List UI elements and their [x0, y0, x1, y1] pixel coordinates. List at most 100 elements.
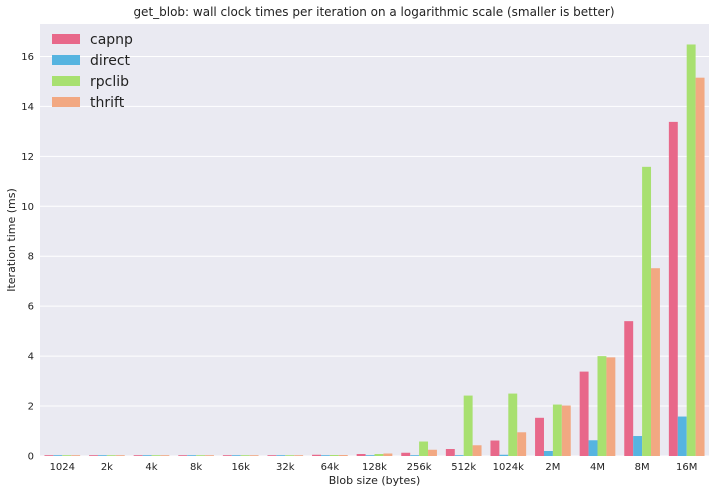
x-tick-label: 4k	[145, 462, 157, 473]
legend-label-thrift: thrift	[90, 95, 125, 111]
bar-thrift	[561, 405, 571, 456]
bar-capnp	[312, 454, 321, 456]
bar-rpclib	[196, 455, 206, 456]
bar-thrift	[383, 453, 393, 456]
x-tick-label: 16M	[676, 462, 697, 473]
bar-rpclib	[62, 455, 72, 456]
bars	[44, 44, 705, 457]
bar-thrift	[606, 357, 616, 456]
bar-capnp	[579, 371, 589, 456]
bar-rpclib	[686, 44, 696, 457]
y-tick-label: 12	[21, 152, 34, 163]
y-tick-label: 2	[28, 402, 34, 413]
bar-capnp	[356, 454, 366, 456]
bar-capnp	[624, 321, 634, 456]
bar-capnp	[44, 455, 54, 456]
legend: capnp direct rpclib thrift	[52, 32, 133, 111]
bar-thrift	[695, 77, 705, 456]
x-tick-label: 1024k	[493, 462, 524, 473]
legend-label-capnp: capnp	[90, 32, 133, 48]
bar-thrift	[338, 455, 348, 456]
bar-thrift	[71, 455, 81, 456]
bar-thrift	[428, 449, 437, 456]
x-tick-label: 128k	[362, 462, 387, 473]
bar-rpclib	[329, 455, 339, 456]
bar-thrift	[294, 455, 304, 456]
y-tick-labels: 0 2 4 6 8 10 12 14 16	[21, 52, 34, 463]
bar-capnp	[535, 417, 544, 456]
legend-swatch-capnp	[52, 34, 80, 44]
y-tick-label: 16	[21, 52, 34, 63]
x-tick-label: 2M	[545, 462, 560, 473]
chart-title: get_blob: wall clock times per iteration…	[133, 5, 614, 19]
y-tick-label: 0	[28, 452, 34, 463]
x-tick-labels: 1024 2k 4k 8k 16k 32k 64k 128k 256k 512k 1024k 2M 4M…	[50, 462, 698, 473]
bar-thrift	[115, 455, 125, 456]
bar-thrift	[160, 455, 170, 456]
bar-capnp	[89, 455, 98, 456]
bar-direct	[633, 436, 643, 456]
bar-rpclib	[151, 455, 161, 456]
bar-direct	[499, 454, 509, 456]
bar-thrift	[517, 432, 527, 456]
bar-rpclib	[508, 393, 518, 456]
bar-capnp	[133, 455, 143, 456]
bar-capnp	[445, 449, 455, 456]
bar-direct	[365, 455, 375, 456]
grid-lines	[40, 55, 709, 457]
y-axis-label: Iteration time (ms)	[5, 188, 18, 292]
bar-direct	[320, 455, 330, 456]
x-tick-label: 512k	[451, 462, 476, 473]
bar-capnp	[267, 455, 277, 456]
bar-capnp	[490, 440, 500, 456]
bar-direct	[543, 451, 553, 456]
bar-rpclib	[106, 455, 116, 456]
bar-rpclib	[463, 395, 473, 456]
y-tick-label: 6	[28, 302, 34, 313]
x-tick-label: 64k	[321, 462, 340, 473]
x-axis-label: Blob size (bytes)	[329, 474, 421, 487]
bar-rpclib	[419, 441, 429, 456]
x-tick-label: 2k	[101, 462, 113, 473]
bar-thrift	[472, 445, 482, 456]
bar-capnp	[222, 455, 232, 456]
bar-direct	[231, 455, 241, 456]
bar-direct	[53, 455, 63, 456]
bar-direct	[454, 455, 464, 456]
bar-thrift	[651, 268, 660, 456]
bar-direct	[588, 440, 598, 456]
bar-direct	[276, 455, 286, 456]
x-tick-label: 32k	[276, 462, 295, 473]
bar-direct	[142, 455, 152, 456]
legend-swatch-rpclib	[52, 76, 80, 86]
x-tick-label: 8k	[190, 462, 202, 473]
bar-rpclib	[597, 356, 607, 456]
bar-capnp	[668, 121, 678, 456]
bar-rpclib	[285, 455, 295, 456]
x-tick-label: 1024	[50, 462, 75, 473]
x-tick-label: 256k	[407, 462, 432, 473]
legend-swatch-thrift	[52, 97, 80, 107]
bar-direct	[677, 416, 687, 456]
x-tick-label: 8M	[635, 462, 650, 473]
bar-thrift	[249, 455, 259, 456]
y-tick-label: 14	[21, 102, 34, 113]
bar-direct	[97, 455, 107, 456]
bar-direct	[410, 455, 420, 456]
bar-rpclib	[642, 166, 652, 456]
x-tick-label: 4M	[590, 462, 605, 473]
legend-label-rpclib: rpclib	[90, 74, 129, 90]
bar-rpclib	[552, 404, 562, 456]
y-tick-label: 4	[28, 352, 34, 363]
y-tick-label: 8	[28, 252, 34, 263]
bar-capnp	[401, 452, 411, 456]
bar-thrift	[205, 455, 214, 456]
bar-capnp	[178, 455, 188, 456]
legend-label-direct: direct	[90, 53, 131, 69]
bar-rpclib	[240, 455, 250, 456]
bar-direct	[187, 455, 197, 456]
x-tick-label: 16k	[231, 462, 250, 473]
y-tick-label: 10	[21, 202, 34, 213]
bar-rpclib	[374, 454, 384, 456]
